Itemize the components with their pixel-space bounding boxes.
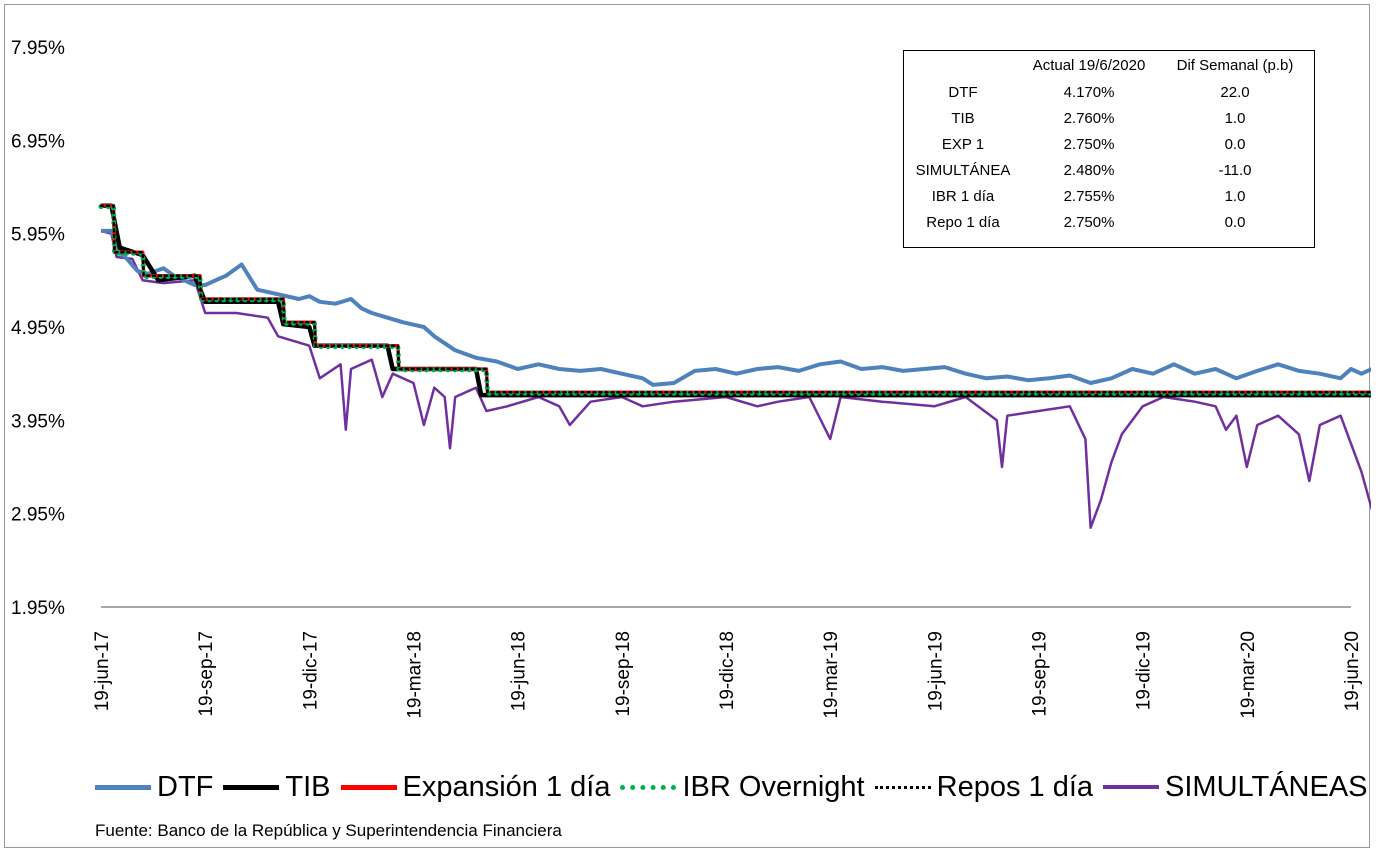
table-cell: 4.170% (1063, 83, 1115, 101)
y-tick-label: 5.95% (11, 225, 65, 246)
table-cell: 2.750% (1063, 135, 1115, 153)
table-row: Repo 1 día 2.750% 0.0 (904, 209, 1314, 235)
y-tick-label: 4.95% (11, 318, 65, 339)
legend-label: Expansión 1 día (402, 770, 611, 803)
table-cell: 2.480% (1063, 161, 1115, 179)
series-line-repos-1-d-a (99, 204, 1371, 394)
series-line-dtf (101, 228, 1371, 387)
table-cell: 2.750% (1063, 213, 1115, 231)
table-cell: Repo 1 día (926, 213, 1000, 231)
x-tick-label: 19-jun-20 (1342, 631, 1363, 711)
legend-label: DTF (157, 770, 214, 803)
table-cell: 22.0 (1220, 83, 1250, 101)
x-tick-label: 19-sep-17 (196, 631, 217, 717)
legend-swatch-expansion (340, 784, 397, 790)
legend-label: TIB (285, 770, 331, 803)
legend-swatch-ibr (620, 784, 677, 790)
table-cell: EXP 1 (941, 135, 985, 153)
table-row: TIB 2.760% 1.0 (904, 105, 1314, 131)
table-cell: 0.0 (1224, 213, 1246, 231)
x-tick-label: 19-jun-19 (925, 631, 946, 711)
legend-item-ibr: IBR Overnight (620, 770, 865, 804)
legend-swatch-tib (223, 784, 280, 790)
table-row: IBR 1 día 2.755% 1.0 (904, 183, 1314, 209)
y-tick-label: 6.95% (11, 131, 65, 152)
legend-swatch-dtf (95, 784, 151, 790)
y-tick-label: 1.95% (11, 598, 65, 619)
table-cell: DTF (948, 83, 978, 101)
x-tick-label: 19-jun-17 (92, 631, 113, 711)
table-cell: 1.0 (1224, 109, 1246, 127)
y-tick-label: 2.95% (11, 505, 65, 526)
y-tick-label: 7.95% (11, 38, 65, 59)
table-row: DTF 4.170% 22.0 (904, 79, 1314, 105)
legend-label: Repos 1 día (936, 770, 1094, 803)
legend-label: IBR Overnight (682, 770, 865, 803)
table-header: Dif Semanal (p.b) (1176, 56, 1294, 74)
x-tick-label: 19-mar-20 (1238, 631, 1259, 719)
legend-item-expansion: Expansión 1 día (340, 770, 611, 804)
x-tick-label: 19-sep-19 (1030, 631, 1051, 717)
table-row: EXP 1 2.750% 0.0 (904, 131, 1314, 157)
x-tick-label: 19-mar-18 (405, 631, 426, 719)
x-tick-label: 19-sep-18 (613, 631, 634, 717)
legend-item-tib: TIB (223, 770, 331, 804)
legend-swatch-repos (874, 785, 931, 789)
chart-legend: DTF TIB Expansión 1 día IBR Overnight Re… (95, 767, 1376, 807)
table-header (904, 51, 1022, 79)
chart-frame: 7.95% 6.95% 5.95% 4.95% 3.95% 2.95% 1.95% 19-ju… (4, 4, 1371, 848)
legend-swatch-simultaneas (1103, 785, 1160, 789)
x-tick-label: 19-jun-18 (509, 631, 530, 711)
table-header-row: Actual 19/6/2020 Dif Semanal (p.b) (904, 51, 1314, 79)
series-line-ibr-overnight (98, 204, 1371, 396)
legend-item-repos: Repos 1 día (874, 770, 1094, 804)
source-note: Fuente: Banco de la República y Superint… (95, 821, 562, 840)
table-cell: SIMULTÁNEA (915, 161, 1011, 179)
table-header: Actual 19/6/2020 (1032, 56, 1146, 74)
x-tick-label: 19-mar-19 (821, 631, 842, 719)
y-tick-label: 3.95% (11, 411, 65, 432)
table-cell: 2.760% (1063, 109, 1115, 127)
summary-table: Actual 19/6/2020 Dif Semanal (p.b) DTF 4… (903, 50, 1315, 248)
table-cell: 1.0 (1224, 187, 1246, 205)
table-cell: -11.0 (1218, 161, 1252, 179)
table-cell: 2.755% (1063, 187, 1115, 205)
legend-label: SIMULTÁNEAS (1165, 770, 1368, 803)
table-row: SIMULTÁNEA 2.480% -11.0 (904, 157, 1314, 183)
legend-item-dtf: DTF (95, 771, 213, 804)
table-cell: IBR 1 día (931, 187, 995, 205)
x-tick-label: 19-dic-18 (717, 631, 738, 710)
table-cell: TIB (951, 109, 975, 127)
x-tick-label: 19-dic-19 (1134, 631, 1155, 710)
line-chart: 7.95% 6.95% 5.95% 4.95% 3.95% 2.95% 1.95% 19-ju… (11, 38, 1371, 719)
x-tick-label: 19-dic-17 (300, 631, 321, 710)
legend-item-simultaneas: SIMULTÁNEAS (1103, 771, 1368, 804)
table-cell: 0.0 (1224, 135, 1246, 153)
